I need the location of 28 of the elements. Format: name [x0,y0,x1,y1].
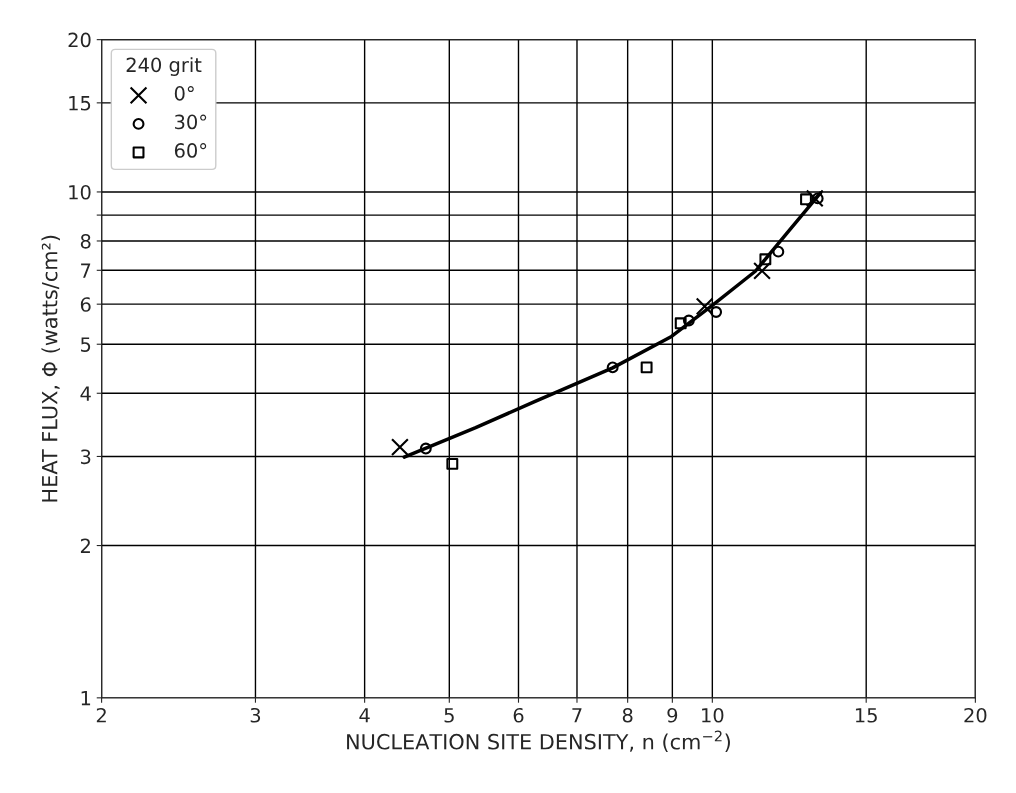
legend-label: 30° [175,114,207,130]
y-tick-label: 6 [80,297,91,312]
x-tick-label: 3 [250,707,261,723]
y-tick-label: 1 [81,691,91,706]
legend-title: 240 grit [126,57,202,76]
x-tick-label: 10 [702,707,724,723]
x-tick-label: 15 [855,708,877,723]
y-tick-label: 7 [81,263,91,278]
legend-label: 0° [174,86,194,101]
y-tick-label: 4 [80,386,91,401]
y-tick-label: 10 [69,184,91,200]
x-tick-label: 8 [622,707,633,723]
x-tick-label: 5 [444,708,454,723]
y-axis-title: HEAT FLUX, Φ (watts/cm²) [41,235,60,502]
x-tick-label: 4 [359,708,370,723]
x-tick-label: 2 [96,707,106,723]
x-tick-label: 6 [513,707,524,723]
x-axis-title: NUCLEATION SITE DENSITY, n (cm$^{−2}$) [347,730,730,753]
x-tick-label: 20 [964,707,987,723]
y-tick-label: 2 [80,538,90,553]
x-tick-label: 9 [667,707,678,723]
y-tick-label: 20 [68,32,91,48]
legend-label: 60° [174,143,207,158]
y-tick-label: 5 [81,337,91,352]
y-tick-label: 8 [80,233,91,249]
x-tick-label: 7 [572,708,582,723]
y-tick-label: 3 [80,449,91,465]
y-tick-label: 15 [69,96,91,111]
